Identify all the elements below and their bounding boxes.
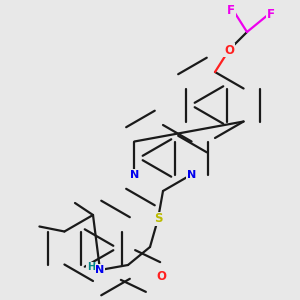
Text: O: O: [156, 271, 166, 284]
Text: O: O: [224, 44, 234, 56]
Text: S: S: [154, 212, 162, 226]
Text: H: H: [87, 262, 95, 272]
Text: F: F: [267, 8, 275, 20]
Text: N: N: [130, 169, 139, 179]
Text: N: N: [187, 169, 196, 179]
Text: F: F: [227, 4, 235, 16]
Text: N: N: [95, 265, 105, 275]
